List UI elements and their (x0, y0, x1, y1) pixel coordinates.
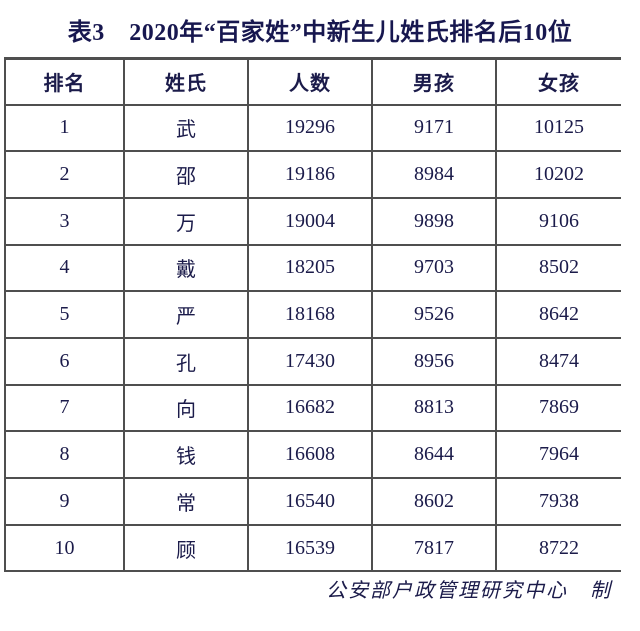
table-cell: 5 (5, 291, 125, 339)
table-cell: 3 (5, 197, 125, 246)
table-cell: 10 (5, 524, 125, 573)
table-header: 排名 姓氏 人数 男孩 女孩 (5, 58, 621, 106)
page-title: 表3 2020年“百家姓”中新生儿姓氏排名后10位 (67, 20, 573, 46)
table-row: 5 严 18168 9526 8642 (5, 291, 621, 339)
column-header: 男孩 (372, 58, 497, 106)
table-header-row: 排名 姓氏 人数 男孩 女孩 (5, 58, 621, 106)
table-cell: 孔 (124, 337, 249, 386)
table-cell: 9526 (372, 291, 497, 339)
table-cell: 18168 (248, 291, 373, 339)
table-cell: 16540 (248, 478, 373, 526)
table-cell: 向 (124, 384, 249, 433)
table-cell: 19296 (248, 104, 373, 153)
table-cell: 9898 (372, 197, 497, 246)
table-row: 7 向 16682 8813 7869 (5, 384, 621, 433)
table-cell: 9171 (372, 104, 497, 153)
table-cell: 常 (124, 478, 249, 526)
table-cell: 16539 (248, 524, 373, 573)
table-cell: 8474 (496, 337, 621, 386)
table-cell: 9703 (372, 244, 497, 293)
column-header: 姓氏 (124, 58, 249, 106)
table-cell: 19004 (248, 197, 373, 246)
table-body: 1 武 19296 9171 10125 2 邵 19186 8984 10202 3 万 19004 9… (5, 104, 621, 573)
table-cell: 武 (124, 104, 249, 153)
table-cell: 7817 (372, 524, 497, 573)
table-cell: 8956 (372, 337, 497, 386)
table-cell: 8502 (496, 244, 621, 293)
table-cell: 16608 (248, 431, 373, 479)
table-cell: 10202 (496, 151, 621, 199)
table-row: 3 万 19004 9898 9106 (5, 197, 621, 246)
column-header: 女孩 (496, 58, 621, 106)
table-cell: 7938 (496, 478, 621, 526)
table-cell: 17430 (248, 337, 373, 386)
credit-line: 公安部户政管理研究中心 制 (326, 580, 612, 602)
table-row: 1 武 19296 9171 10125 (5, 104, 621, 153)
table-row: 2 邵 19186 8984 10202 (5, 151, 621, 199)
table-cell: 9 (5, 478, 125, 526)
table-cell: 7 (5, 384, 125, 433)
surname-ranking-table: 排名 姓氏 人数 男孩 女孩 1 武 19296 9171 10125 2 邵 19186 8984 10… (4, 57, 621, 573)
table-cell: 8984 (372, 151, 497, 199)
table-cell: 邵 (124, 151, 249, 199)
table-row: 6 孔 17430 8956 8474 (5, 337, 621, 386)
table-cell: 7964 (496, 431, 621, 479)
table-cell: 戴 (124, 244, 249, 293)
table-row: 4 戴 18205 9703 8502 (5, 244, 621, 293)
table-cell: 10125 (496, 104, 621, 153)
table-cell: 2 (5, 151, 125, 199)
table-cell: 万 (124, 197, 249, 246)
table-row: 10 顾 16539 7817 8722 (5, 524, 621, 573)
table-cell: 16682 (248, 384, 373, 433)
column-header: 排名 (5, 58, 125, 106)
table-row: 9 常 16540 8602 7938 (5, 478, 621, 526)
table-cell: 9106 (496, 197, 621, 246)
table-cell: 7869 (496, 384, 621, 433)
column-header: 人数 (248, 58, 373, 106)
table-cell: 严 (124, 291, 249, 339)
table-cell: 18205 (248, 244, 373, 293)
table-cell: 8602 (372, 478, 497, 526)
table-cell: 1 (5, 104, 125, 153)
table-cell: 8813 (372, 384, 497, 433)
table-cell: 顾 (124, 524, 249, 573)
table-cell: 8 (5, 431, 125, 479)
table-cell: 钱 (124, 431, 249, 479)
table-row: 8 钱 16608 8644 7964 (5, 431, 621, 479)
table-cell: 8642 (496, 291, 621, 339)
table-cell: 4 (5, 244, 125, 293)
table-cell: 8722 (496, 524, 621, 573)
table-cell: 6 (5, 337, 125, 386)
table-cell: 19186 (248, 151, 373, 199)
table-cell: 8644 (372, 431, 497, 479)
